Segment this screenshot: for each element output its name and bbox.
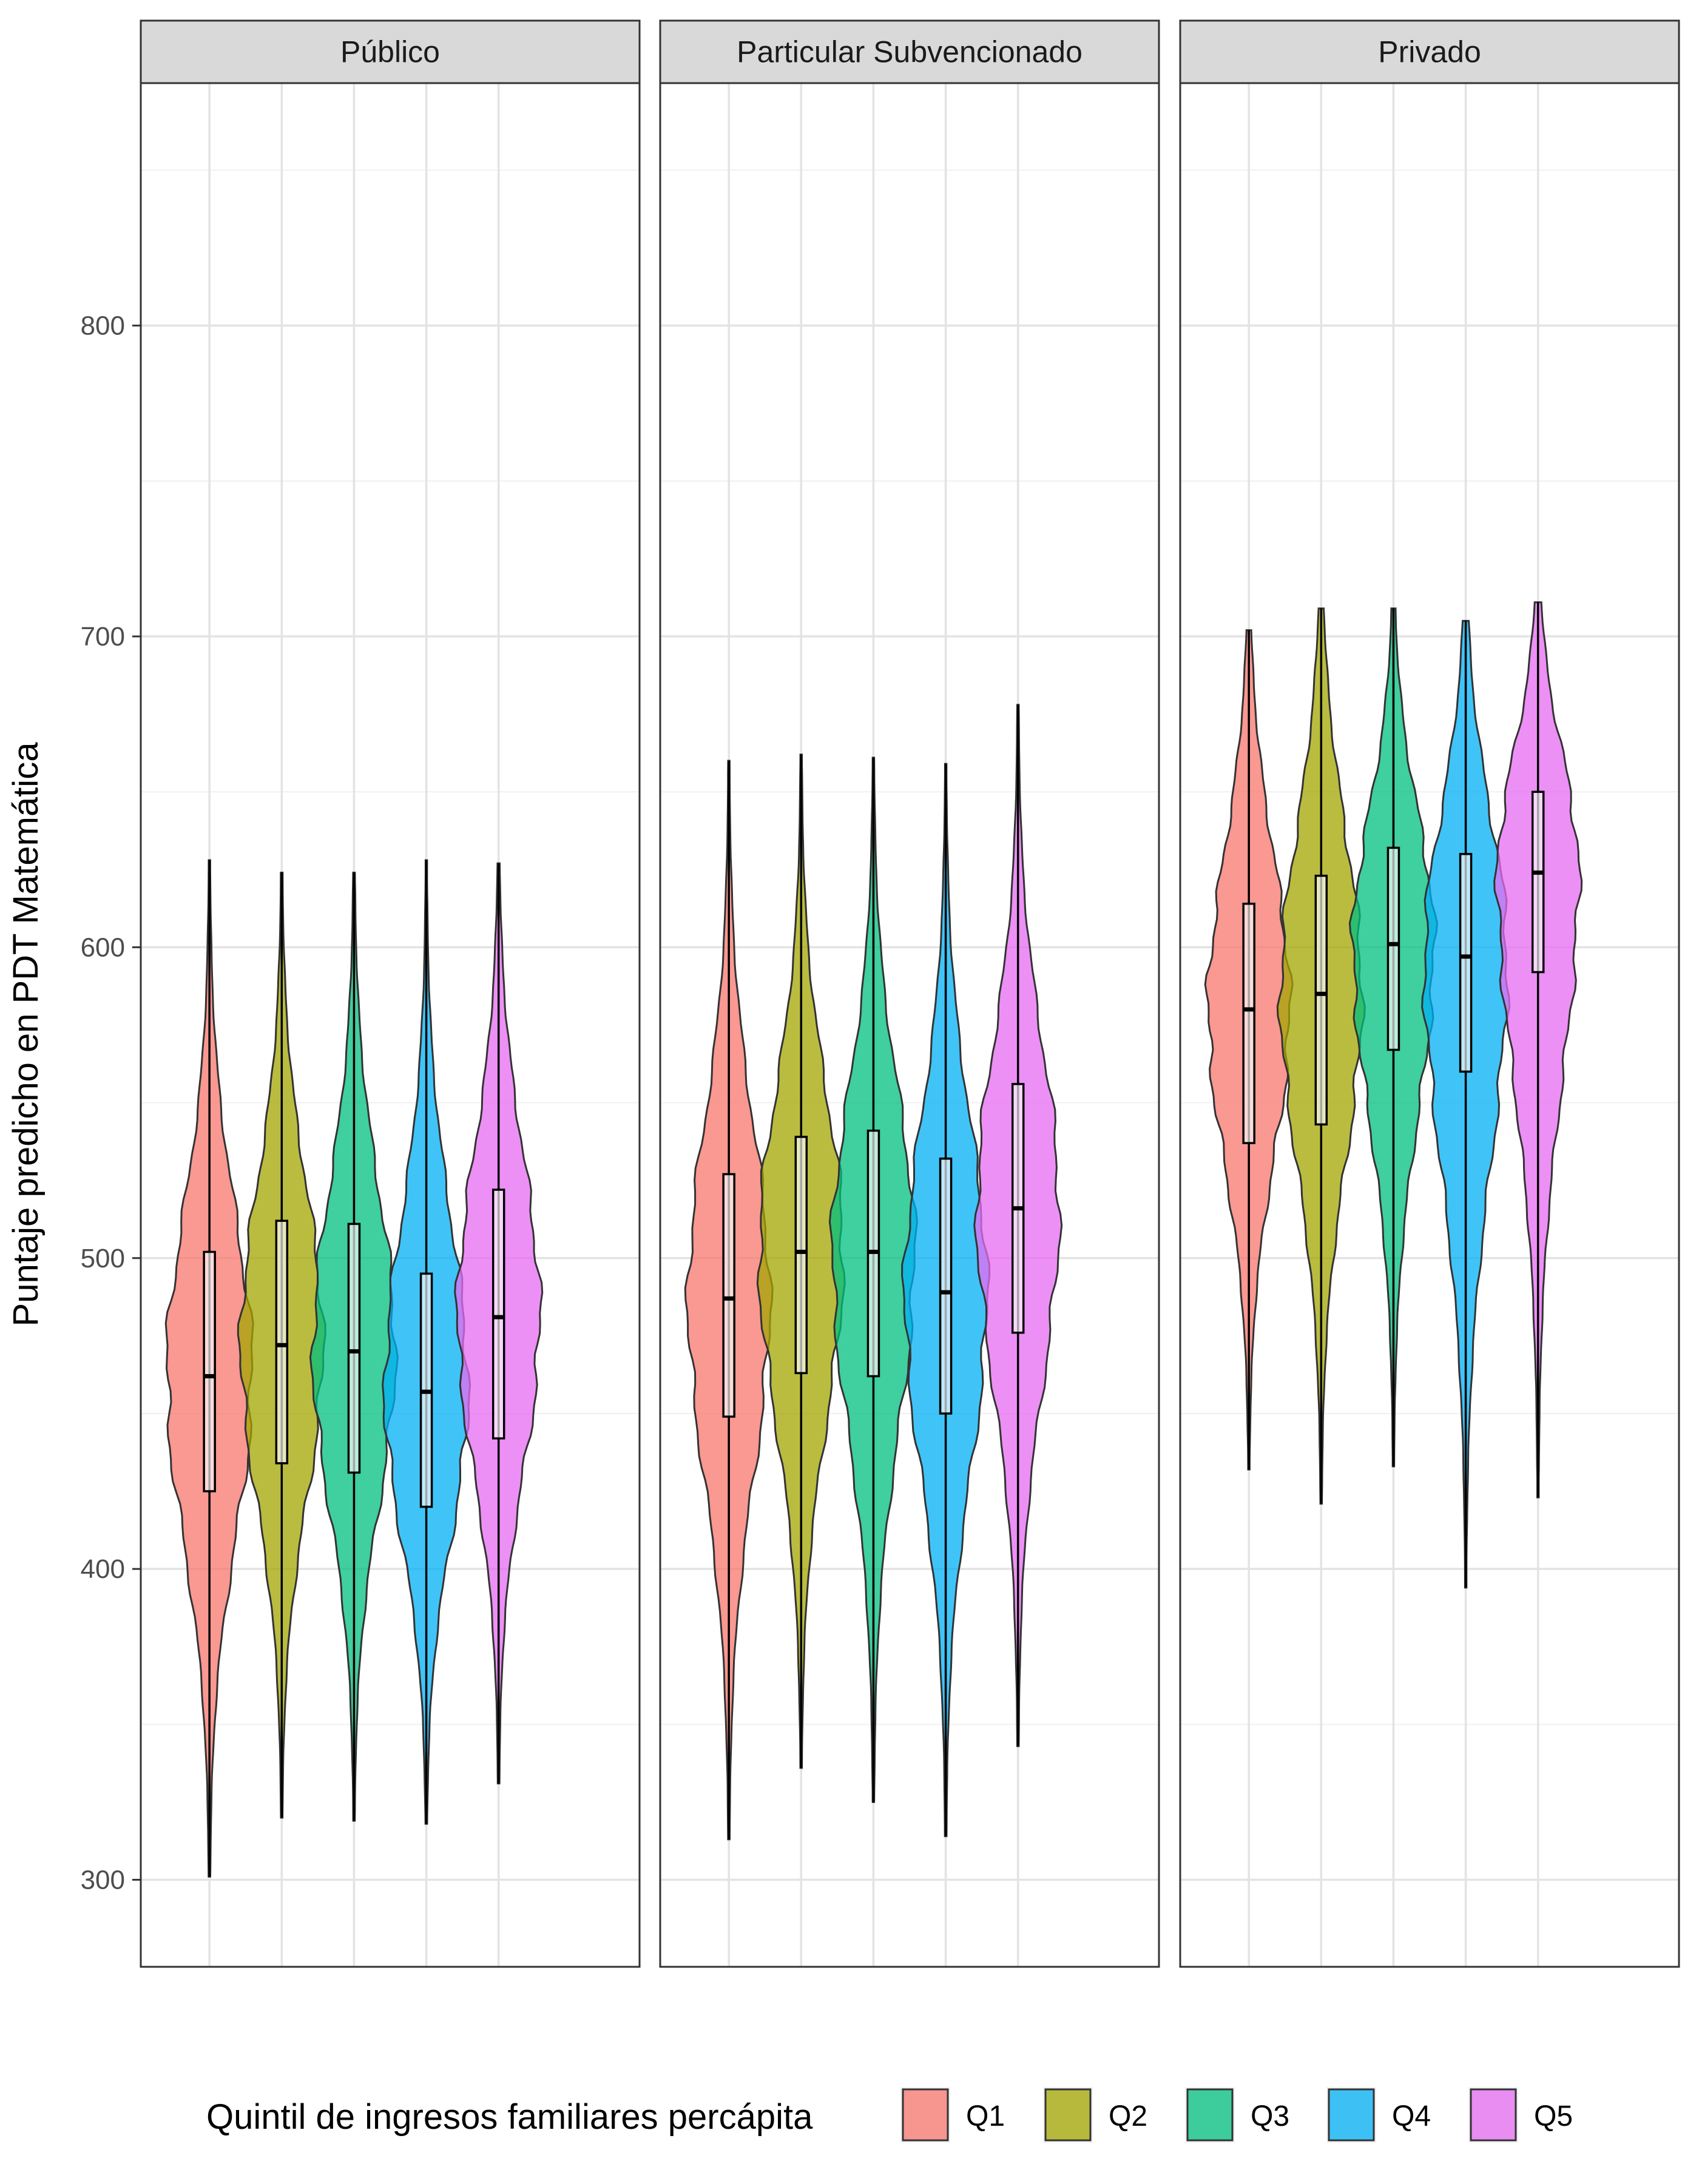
facet-strip	[140, 19, 641, 84]
legend-swatch	[902, 2088, 949, 2142]
box	[1531, 790, 1545, 974]
box	[722, 1173, 735, 1418]
box	[275, 1219, 289, 1464]
facet-panels: Público Particular Subvencionado Privado	[140, 19, 1680, 1968]
panel-background	[141, 83, 640, 1967]
box	[939, 1158, 953, 1415]
legend-swatch	[1328, 2088, 1375, 2142]
legend-item-q5: Q5	[1468, 2087, 1573, 2143]
y-tick-label: 700	[81, 622, 125, 652]
box	[347, 1222, 361, 1474]
facet-strip	[1179, 19, 1680, 84]
facet-panel: Particular Subvencionado	[659, 19, 1160, 1968]
legend-item-q2: Q2	[1043, 2087, 1147, 2143]
legend-label: Q4	[1392, 2100, 1431, 2132]
legend-title: Quintil de ingresos familiares percápita	[206, 2097, 813, 2137]
box	[491, 1188, 505, 1440]
y-axis-title: Puntaje predicho en PDT Matemática	[6, 742, 46, 1327]
box	[1387, 846, 1400, 1051]
box	[1314, 874, 1328, 1126]
legend: Quintil de ingresos familiares percápita…	[206, 2087, 1573, 2143]
legend-item-q4: Q4	[1326, 2087, 1431, 2143]
y-axis: 300 400 500 600 700 800	[81, 311, 141, 1895]
y-tick-label: 500	[81, 1244, 125, 1273]
panel-background	[660, 83, 1159, 1967]
legend-label: Q1	[966, 2100, 1005, 2132]
legend-item-q1: Q1	[900, 2087, 1005, 2143]
legend-swatch	[1470, 2088, 1517, 2142]
legend-label: Q2	[1109, 2100, 1147, 2132]
panel-border	[1179, 82, 1680, 1968]
facet-panel: Privado	[1179, 19, 1680, 1968]
y-tick-label: 600	[81, 932, 125, 962]
legend-swatch	[1044, 2088, 1092, 2142]
legend-label: Q3	[1251, 2100, 1289, 2132]
facet-strip-label: Particular Subvencionado	[737, 35, 1083, 69]
facet-strip-label: Privado	[1378, 35, 1481, 69]
facet-strip	[659, 19, 1160, 84]
box	[203, 1250, 216, 1492]
box	[794, 1136, 808, 1375]
y-tick-label: 400	[81, 1554, 125, 1584]
legend-label: Q5	[1534, 2100, 1573, 2132]
box	[1242, 902, 1255, 1144]
legend-item-q3: Q3	[1185, 2087, 1289, 2143]
facet-strip-label: Público	[340, 35, 440, 69]
box	[1459, 852, 1473, 1073]
legend-swatch	[1186, 2088, 1234, 2142]
y-tick-label: 300	[81, 1866, 125, 1895]
panel-border	[140, 82, 641, 1968]
facet-panel: Público	[140, 19, 641, 1968]
panel-border	[659, 82, 1160, 1968]
y-tick-label: 800	[81, 311, 125, 341]
